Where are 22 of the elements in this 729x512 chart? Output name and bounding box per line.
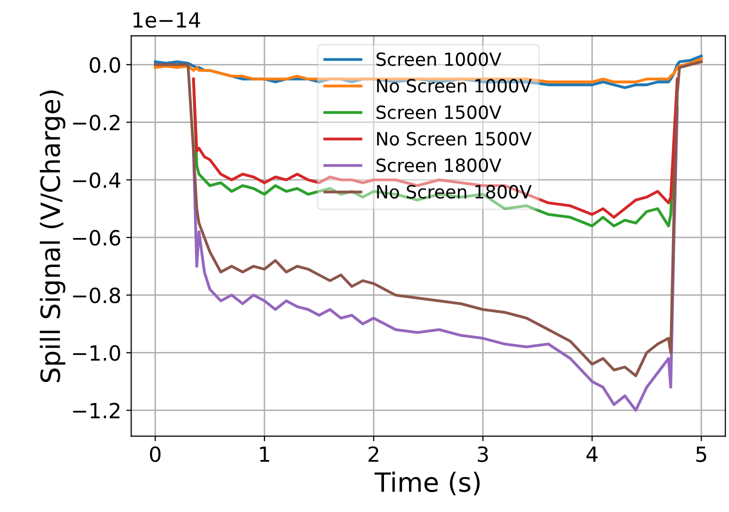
legend-label: Screen 1500V [376, 105, 502, 120]
y-tick-label: 0.0 [90, 57, 120, 73]
legend-label: Screen 1000V [376, 52, 502, 66]
y-tick-label: −1.2 [73, 402, 120, 418]
legend-label: Screen 1800V [376, 158, 502, 172]
legend-label: No Screen 1800V [377, 184, 532, 199]
x-tick-label: 1 [260, 446, 270, 462]
y-tick-label: −1.0 [73, 345, 120, 361]
legend-label: No Screen 1000V [377, 78, 532, 93]
y-tick-label: −0.4 [73, 172, 120, 188]
x-tick-label: 5 [696, 446, 706, 462]
legend-label: No Screen 1500V [377, 132, 532, 146]
x-axis-title: Time (s) [374, 472, 480, 496]
x-tick-label: 3 [478, 446, 488, 462]
y-tick-label: −0.2 [73, 114, 120, 130]
x-tick-label: 4 [586, 446, 598, 462]
text: 1e−14 [134, 12, 200, 28]
x-tick-label: 2 [368, 446, 378, 462]
y-axis-title: Spill Signal (V/Charge) [40, 90, 66, 382]
y-tick-label: −0.8 [73, 288, 120, 304]
y-tick-label: −0.6 [73, 230, 120, 246]
x-tick-label: 0 [150, 446, 160, 462]
